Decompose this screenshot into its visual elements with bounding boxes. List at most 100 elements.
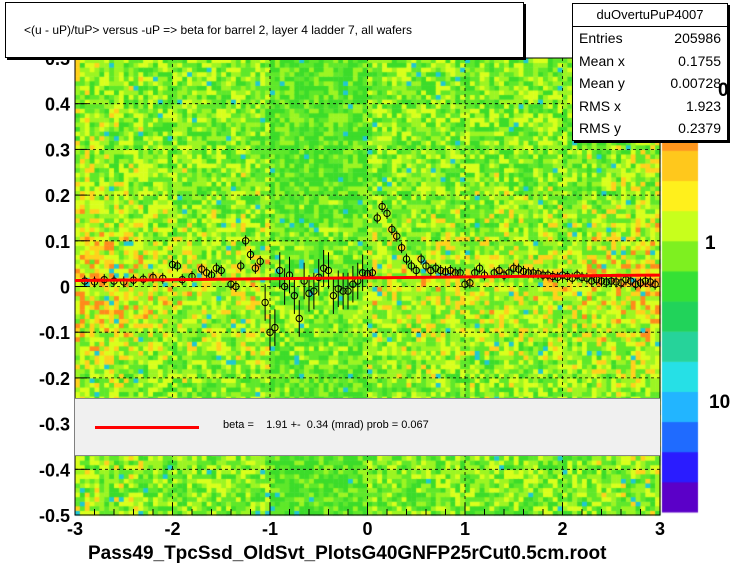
stats-key: Entries xyxy=(579,30,623,46)
profile-point xyxy=(651,280,659,288)
profile-point xyxy=(276,266,284,275)
stats-box: duOvertuPuP4007 Entries 205986 Mean x 0.17… xyxy=(572,3,728,141)
profile-point xyxy=(427,266,435,275)
chart-title-box: <(u - uP)/tuP> versus -uP => beta for ba… xyxy=(5,2,524,58)
stats-value: 1.923 xyxy=(685,97,721,114)
profile-point xyxy=(383,209,391,218)
x-tick-label: -1 xyxy=(262,519,278,539)
profile-point xyxy=(344,287,352,295)
y-tick-label: 0.4 xyxy=(45,95,70,115)
profile-point xyxy=(271,323,279,332)
zaxis-label: 10 xyxy=(709,392,731,413)
y-tick-label: 0 xyxy=(60,278,70,298)
profile-point xyxy=(202,269,211,277)
profile-point xyxy=(432,264,440,272)
profile-point xyxy=(475,264,484,272)
y-tick-label: -0.4 xyxy=(39,460,70,480)
profile-point xyxy=(519,267,528,276)
stats-row: Mean y 0.00728 xyxy=(573,72,727,95)
y-tick-label: 0.1 xyxy=(45,232,70,252)
stats-row: RMS y 0.2379 xyxy=(573,117,727,140)
profile-point xyxy=(607,277,615,285)
profile-point xyxy=(461,280,469,288)
profile-point xyxy=(373,214,381,222)
profile-point xyxy=(407,262,416,270)
profile-point xyxy=(319,264,328,272)
stats-value: 0.2379 xyxy=(678,120,721,136)
x-tick-label: -2 xyxy=(164,519,180,539)
profile-point xyxy=(597,277,606,285)
profile-point xyxy=(241,237,250,245)
profile-point xyxy=(280,282,289,291)
profile-point xyxy=(198,265,206,273)
profile-point xyxy=(446,266,455,275)
profile-point xyxy=(641,277,650,285)
profile-point xyxy=(237,262,245,270)
profile-point xyxy=(256,257,264,266)
x-tick-label: -3 xyxy=(67,519,83,539)
profile-point xyxy=(212,264,221,272)
profile-point xyxy=(358,269,367,277)
profile-point xyxy=(646,278,654,286)
profile-point xyxy=(436,266,445,275)
profile-point xyxy=(295,314,303,323)
stats-row: Entries 205986 xyxy=(573,27,727,50)
profile-point xyxy=(417,255,425,263)
profile-point xyxy=(422,262,430,270)
fit-legend-text: beta = 1.91 +- 0.34 (mrad) prob = 0.067 xyxy=(223,419,429,431)
y-tick-label: -0.1 xyxy=(39,323,70,343)
y-tick-label: -0.3 xyxy=(39,415,70,435)
profile-point xyxy=(168,260,177,269)
profile-point xyxy=(393,232,401,240)
profile-point xyxy=(412,266,420,275)
profile-point xyxy=(227,280,235,288)
stats-value: 0.1755 xyxy=(678,52,721,69)
profile-point xyxy=(310,287,318,295)
profile-point xyxy=(378,202,386,211)
y-tick-label: 0.2 xyxy=(45,186,70,206)
profile-point xyxy=(251,264,260,272)
profile-point xyxy=(402,255,411,263)
profile-point xyxy=(368,269,377,277)
profile-point xyxy=(388,225,396,234)
fit-line xyxy=(74,273,661,283)
profile-point xyxy=(266,328,274,336)
profile-point xyxy=(217,266,225,275)
profile-point xyxy=(397,243,406,252)
stats-row: Mean x 0.1755 xyxy=(573,50,727,73)
profile-point xyxy=(441,268,450,276)
profile-point xyxy=(334,285,342,293)
profile-point xyxy=(90,278,99,286)
fit-legend: beta = 1.91 +- 0.34 (mrad) prob = 0.067 xyxy=(75,398,660,456)
stats-name: duOvertuPuP4007 xyxy=(573,4,727,27)
y-tick-label: -0.5 xyxy=(39,506,70,526)
x-tick-label: 3 xyxy=(655,519,665,539)
x-tick-label: 1 xyxy=(460,519,470,539)
profile-point xyxy=(495,266,503,275)
profile-point xyxy=(339,287,347,295)
x-tick-label: 2 xyxy=(557,519,567,539)
profile-point xyxy=(173,262,182,270)
profile-point xyxy=(324,266,333,275)
profile-point xyxy=(578,273,586,282)
profile-point xyxy=(305,289,313,298)
profile-point xyxy=(631,280,640,288)
stats-key: Mean y xyxy=(579,75,625,91)
stats-key: RMS x xyxy=(579,97,621,114)
x-axis-title: Pass49_TpcSsd_OldSvt_PlotsG40GNFP25rCut0… xyxy=(88,543,607,564)
stats-row: RMS x 1.923 xyxy=(573,95,727,118)
profile-point xyxy=(612,278,620,286)
chart-title: <(u - uP)/tuP> versus -uP => beta for ba… xyxy=(24,23,412,37)
zaxis-label: 0 xyxy=(718,80,729,101)
profile-point xyxy=(290,291,299,300)
profile-point xyxy=(261,298,269,307)
profile-point xyxy=(329,291,338,300)
profile-point xyxy=(636,279,645,287)
stats-key: RMS y xyxy=(579,120,621,136)
x-tick-label: 0 xyxy=(362,519,372,539)
profile-point xyxy=(466,279,474,287)
profile-point xyxy=(232,282,240,291)
profile-point xyxy=(510,264,518,272)
stats-key: Mean x xyxy=(579,52,625,69)
